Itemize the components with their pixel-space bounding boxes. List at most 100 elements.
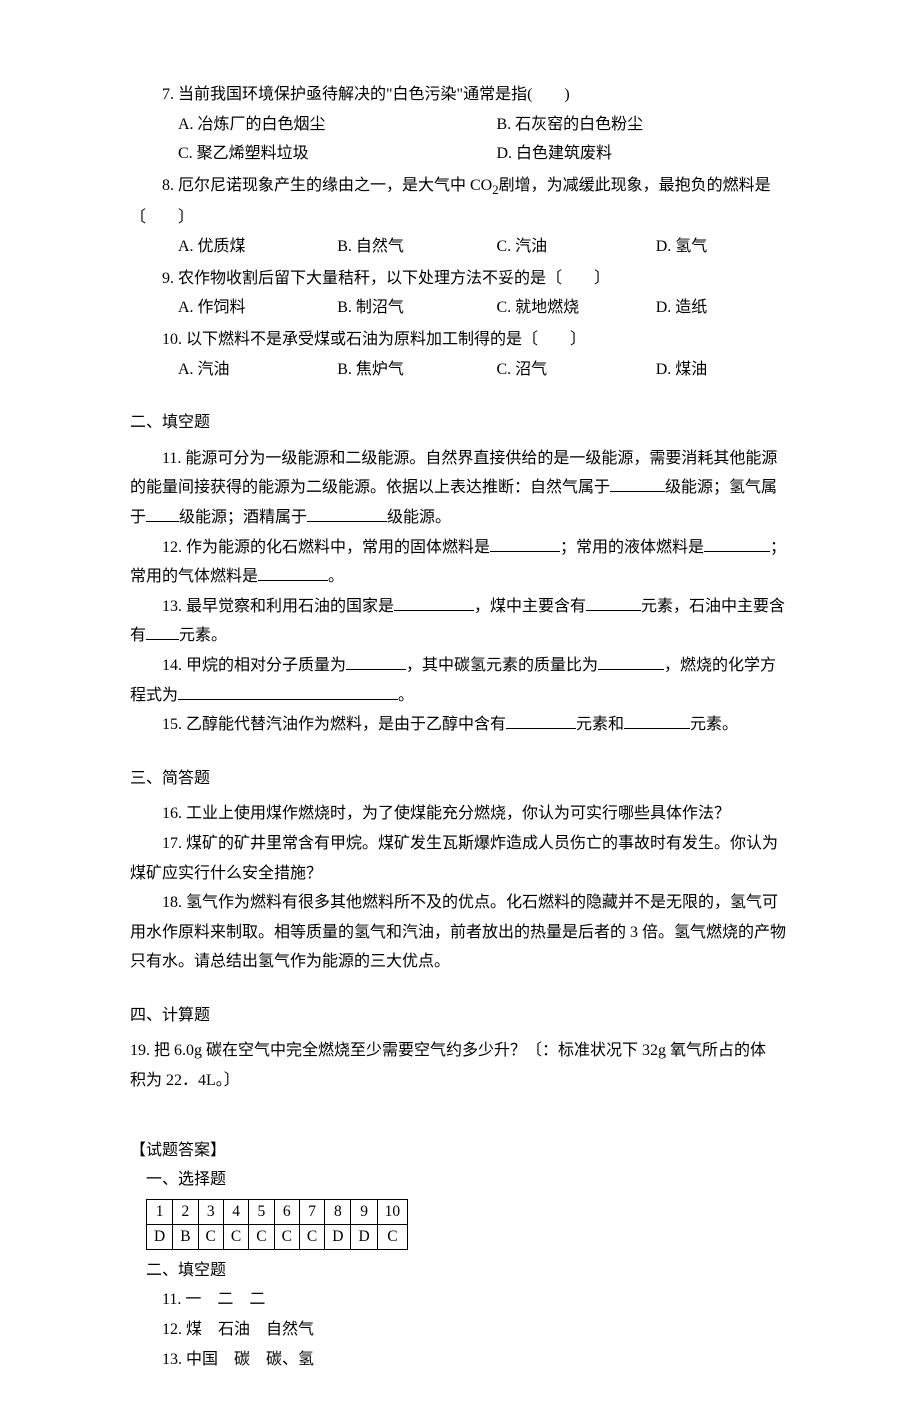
q14b: ，其中碳氢元素的质量比为 — [406, 657, 598, 674]
ans-7: C — [299, 1224, 324, 1249]
q13-blank3 — [146, 624, 179, 640]
q13-line1: 13. 最早觉察和利用石油的国家是 ，煤中主要含有 元素，石油中主要含 — [130, 592, 815, 622]
q8-option-c: C. 汽油 — [497, 232, 656, 262]
q7-text: 7. 当前我国环境保护亟待解决的"白色污染"通常是指( ) — [130, 80, 815, 110]
q10-option-d: D. 煤油 — [656, 355, 815, 385]
q8-text-line1: 8. 厄尔尼诺现象产生的缘由之一，是大气中 CO2剧增，为减缓此现象，最抱负的燃… — [130, 171, 815, 203]
q11-line3: 于级能源；酒精属于级能源。 — [130, 503, 815, 533]
q8-options: A. 优质煤 B. 自然气 C. 汽油 D. 氢气 — [130, 232, 815, 262]
q12-blank2 — [704, 536, 770, 552]
q13e: 元素。 — [179, 627, 227, 644]
q10-options: A. 汽油 B. 焦炉气 C. 沼气 D. 煤油 — [130, 355, 815, 385]
q13-line2: 有 元素。 — [130, 621, 815, 651]
ans-1: D — [147, 1224, 173, 1249]
answer-table-answer-row: D B C C C C C D D C — [147, 1224, 408, 1249]
answer-title: 【试题答案】 — [130, 1136, 815, 1166]
q13b: ，煤中主要含有 — [474, 598, 586, 615]
q17-line1: 17. 煤矿的矿井里常含有甲烷。煤矿发生瓦斯爆炸造成人员伤亡的事故时有发生。你认… — [130, 829, 815, 859]
section-3-title: 三、简答题 — [130, 764, 815, 794]
q11-l2b: 级能源；氢气属 — [665, 479, 777, 496]
q9-options: A. 作饲料 B. 制沼气 C. 就地燃烧 D. 造纸 — [130, 293, 815, 323]
q12-line2: 常用的气体燃料是 。 — [130, 562, 815, 592]
q15-blank1 — [506, 713, 576, 729]
q13-blank2 — [586, 595, 641, 611]
q14-line2: 程式为。 — [130, 681, 815, 711]
q13-blank1 — [394, 595, 474, 611]
q19-line1: 19. 把 6.0g 碳在空气中完全燃烧至少需要空气约多少升？〔：标准状况下 3… — [130, 1036, 815, 1066]
ans-5: C — [249, 1224, 274, 1249]
q11-blank2 — [146, 506, 179, 522]
q13c: 元素，石油中主要含 — [641, 598, 785, 615]
q17-line2: 煤矿应实行什么安全措施？ — [130, 859, 815, 889]
q14c: ，燃烧的化学方 — [664, 657, 776, 674]
q14e: 。 — [398, 687, 414, 704]
q8-option-d: D. 氢气 — [656, 232, 815, 262]
q12d: 常用的气体燃料是 — [130, 568, 258, 585]
q15: 15. 乙醇能代替汽油作为燃料，是由于乙醇中含有 元素和 元素。 — [130, 710, 815, 740]
q8-option-a: A. 优质煤 — [178, 232, 337, 262]
q9-option-b: B. 制沼气 — [337, 293, 496, 323]
q11-l2a: 的能量间接获得的能源为二级能源。依据以上表达推断：自然气属于 — [130, 479, 610, 496]
q7-option-a: A. 冶炼厂的白色烟尘 — [178, 110, 497, 140]
q7-options-row1: A. 冶炼厂的白色烟尘 B. 石灰窑的白色粉尘 — [130, 110, 815, 140]
q8-text-line2: 〔 〕 — [130, 203, 815, 233]
q9-text: 9. 农作物收割后留下大量秸秆，以下处理方法不妥的是〔 〕 — [130, 264, 815, 294]
q11-l3c: 级能源。 — [387, 509, 451, 526]
q15-blank2 — [624, 713, 690, 729]
q16: 16. 工业上使用煤作燃烧时，为了使煤能充分燃烧，你认为可实行哪些具体作法？ — [130, 799, 815, 829]
th-5: 5 — [249, 1199, 274, 1224]
q8-option-b: B. 自然气 — [337, 232, 496, 262]
q12e: 。 — [328, 568, 344, 585]
answer-13: 13. 中国 碳 碳、氢 — [130, 1345, 815, 1375]
th-3: 3 — [198, 1199, 223, 1224]
q7-option-c: C. 聚乙烯塑料垃圾 — [178, 139, 497, 169]
answer-table-header-row: 1 2 3 4 5 6 7 8 9 10 — [147, 1199, 408, 1224]
q7-option-b: B. 石灰窑的白色粉尘 — [497, 110, 816, 140]
q12-line1: 12. 作为能源的化石燃料中，常用的固体燃料是；常用的液体燃料是； — [130, 533, 815, 563]
q11-line1: 11. 能源可分为一级能源和二级能源。自然界直接供给的是一级能源，需要消耗其他能… — [130, 444, 815, 474]
answer-sec2-title: 二、填空题 — [130, 1256, 815, 1286]
ans-3: C — [198, 1224, 223, 1249]
th-4: 4 — [223, 1199, 248, 1224]
question-9: 9. 农作物收割后留下大量秸秆，以下处理方法不妥的是〔 〕 A. 作饲料 B. … — [130, 264, 815, 323]
q10-option-c: C. 沼气 — [497, 355, 656, 385]
q7-options-row2: C. 聚乙烯塑料垃圾 D. 白色建筑废料 — [130, 139, 815, 169]
q10-option-b: B. 焦炉气 — [337, 355, 496, 385]
q12b: ；常用的液体燃料是 — [560, 539, 704, 556]
ans-2: B — [173, 1224, 198, 1249]
question-8: 8. 厄尔尼诺现象产生的缘由之一，是大气中 CO2剧增，为减缓此现象，最抱负的燃… — [130, 171, 815, 262]
answer-11: 11. 一 二 二 — [130, 1285, 815, 1315]
q8-post: 剧增，为减缓此现象，最抱负的燃料是 — [499, 177, 771, 194]
q12-blank3 — [258, 565, 328, 581]
answer-table: 1 2 3 4 5 6 7 8 9 10 D B C C C C C D D C — [146, 1199, 408, 1250]
q13a: 13. 最早觉察和利用石油的国家是 — [162, 598, 394, 615]
ans-8: D — [325, 1224, 351, 1249]
th-2: 2 — [173, 1199, 198, 1224]
question-10: 10. 以下燃料不是承受煤或石油为原料加工制得的是〔 〕 A. 汽油 B. 焦炉… — [130, 325, 815, 384]
q14-line1: 14. 甲烷的相对分子质量为，其中碳氢元素的质量比为，燃烧的化学方 — [130, 651, 815, 681]
answer-sec1-title: 一、选择题 — [130, 1165, 815, 1195]
q15a: 15. 乙醇能代替汽油作为燃料，是由于乙醇中含有 — [162, 716, 506, 733]
section-4-title: 四、计算题 — [130, 1001, 815, 1031]
q12a: 12. 作为能源的化石燃料中，常用的固体燃料是 — [162, 539, 490, 556]
q18-line2: 用水作原料来制取。相等质量的氢气和汽油，前者放出的热量是后者的 3 倍。氢气燃烧… — [130, 918, 815, 948]
q15b: 元素和 — [576, 716, 624, 733]
q11-l3b: 级能源；酒精属于 — [179, 509, 307, 526]
q15c: 元素。 — [690, 716, 738, 733]
q11-blank1 — [610, 476, 665, 492]
q10-text: 10. 以下燃料不是承受煤或石油为原料加工制得的是〔 〕 — [130, 325, 815, 355]
q13d: 有 — [130, 627, 146, 644]
ans-4: C — [223, 1224, 248, 1249]
answer-12: 12. 煤 石油 自然气 — [130, 1315, 815, 1345]
q9-option-d: D. 造纸 — [656, 293, 815, 323]
ans-10: C — [377, 1224, 408, 1249]
q8-pre: 8. 厄尔尼诺现象产生的缘由之一，是大气中 CO — [162, 177, 492, 194]
q12-blank1 — [490, 536, 560, 552]
ans-9: D — [351, 1224, 377, 1249]
q10-option-a: A. 汽油 — [178, 355, 337, 385]
th-6: 6 — [274, 1199, 299, 1224]
q14-blank1 — [346, 654, 406, 670]
section-2-title: 二、填空题 — [130, 408, 815, 438]
question-7: 7. 当前我国环境保护亟待解决的"白色污染"通常是指( ) A. 冶炼厂的白色烟… — [130, 80, 815, 169]
q9-option-c: C. 就地燃烧 — [497, 293, 656, 323]
